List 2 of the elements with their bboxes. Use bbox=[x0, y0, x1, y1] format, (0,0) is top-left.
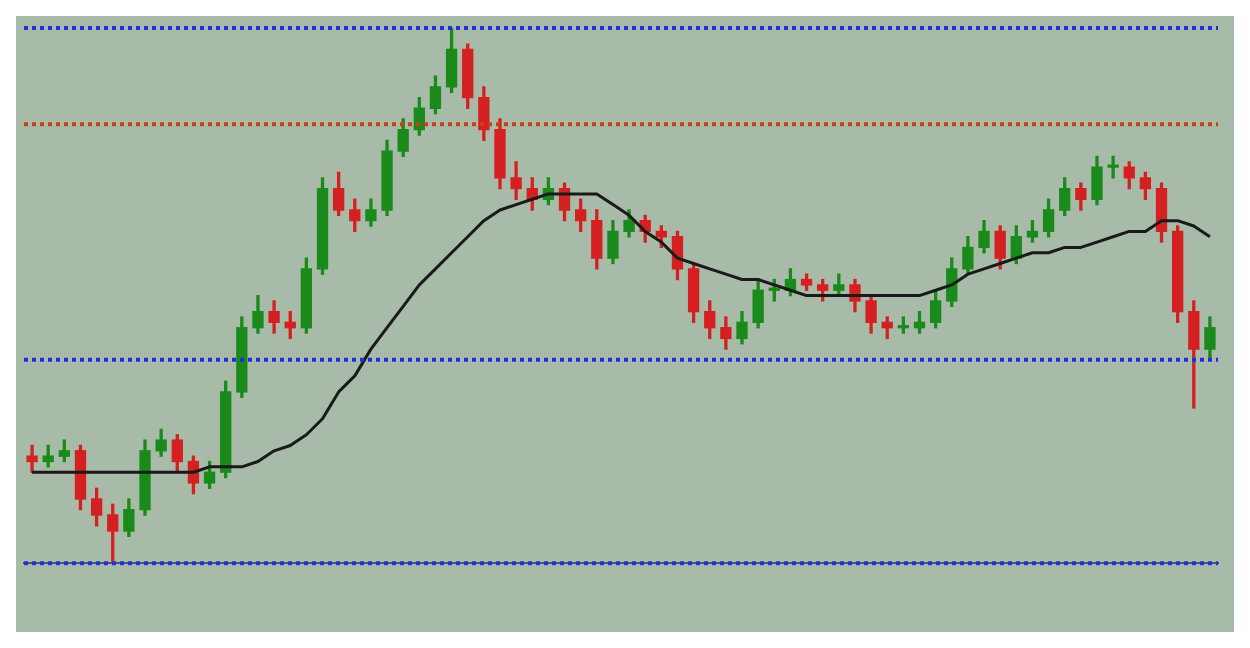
candlestick bbox=[26, 444, 38, 473]
candlestick bbox=[1107, 155, 1119, 179]
